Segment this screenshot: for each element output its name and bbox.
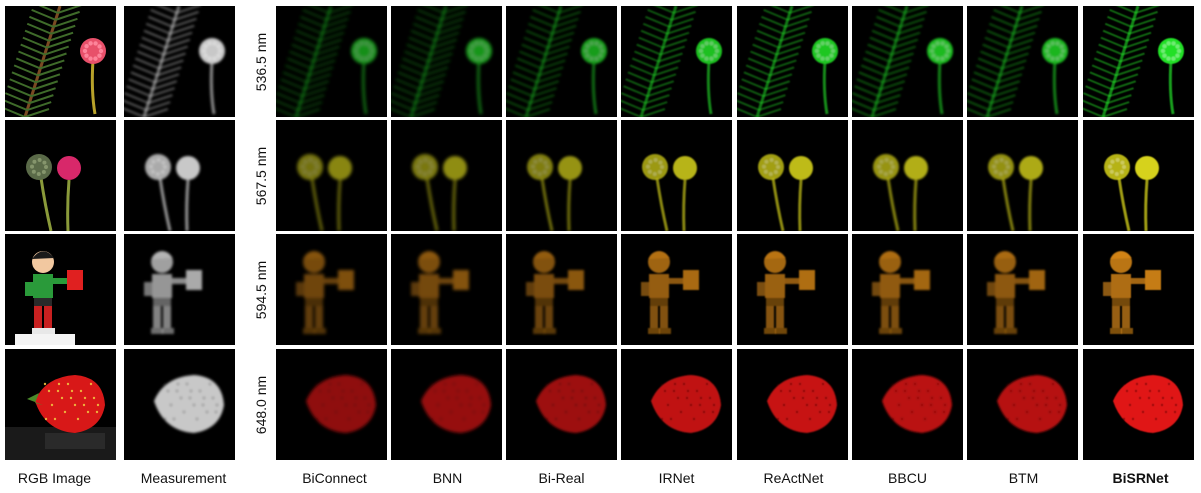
image-tile-pine-bnn — [391, 6, 502, 117]
image-tile-toy-bi-real — [506, 234, 617, 345]
image-tile-flowers-irnet — [621, 120, 732, 231]
image-tile-strawberry-biconnect — [276, 349, 387, 460]
image-tile-toy-measurement — [124, 234, 235, 345]
image-tile-flowers-measurement — [124, 120, 235, 231]
image-tile-toy-bnn — [391, 234, 502, 345]
image-tile-flowers-btm — [967, 120, 1078, 231]
image-tile-strawberry-irnet — [621, 349, 732, 460]
image-tile-toy-btm — [967, 234, 1078, 345]
image-tile-pine-bisrnet — [1083, 6, 1194, 117]
image-tile-flowers-biconnect — [276, 120, 387, 231]
wavelength-label-toy: 594.5 nm — [253, 260, 269, 319]
column-label-bisrnet: BiSRNet — [1112, 470, 1169, 486]
image-tile-pine-biconnect — [276, 6, 387, 117]
column-label-biconnect: BiConnect — [302, 470, 367, 486]
image-tile-pine-btm — [967, 6, 1078, 117]
image-tile-flowers-reactnet — [737, 120, 848, 231]
wavelength-label-pine: 536.5 nm — [253, 32, 269, 91]
image-tile-flowers-bbcu — [852, 120, 963, 231]
wavelength-label-flowers: 567.5 nm — [253, 146, 269, 205]
image-tile-pine-rgb-image — [5, 6, 116, 117]
image-tile-flowers-bi-real — [506, 120, 617, 231]
column-label-rgb-image: RGB Image — [17, 470, 92, 486]
image-tile-pine-irnet — [621, 6, 732, 117]
image-tile-strawberry-btm — [967, 349, 1078, 460]
image-tile-strawberry-reactnet — [737, 349, 848, 460]
image-tile-toy-irnet — [621, 234, 732, 345]
image-tile-pine-reactnet — [737, 6, 848, 117]
image-tile-toy-reactnet — [737, 234, 848, 345]
image-tile-flowers-bnn — [391, 120, 502, 231]
image-tile-pine-measurement — [124, 6, 235, 117]
image-tile-strawberry-bnn — [391, 349, 502, 460]
image-tile-toy-bisrnet — [1083, 234, 1194, 345]
column-label-reactnet: ReActNet — [763, 470, 824, 486]
column-label-irnet: IRNet — [658, 470, 695, 486]
image-tile-strawberry-bbcu — [852, 349, 963, 460]
image-tile-pine-bbcu — [852, 6, 963, 117]
image-tile-flowers-bisrnet — [1083, 120, 1194, 231]
wavelength-label-strawberry: 648.0 nm — [253, 375, 269, 434]
image-tile-toy-rgb-image — [5, 234, 116, 345]
column-label-bi-real: Bi-Real — [538, 470, 585, 486]
image-tile-strawberry-measurement — [124, 349, 235, 460]
image-tile-flowers-rgb-image — [5, 120, 116, 231]
column-label-bnn: BNN — [432, 470, 463, 486]
image-tile-pine-bi-real — [506, 6, 617, 117]
image-tile-toy-bbcu — [852, 234, 963, 345]
image-tile-strawberry-rgb-image — [5, 349, 116, 460]
image-tile-toy-biconnect — [276, 234, 387, 345]
column-label-measurement: Measurement — [140, 470, 227, 486]
image-tile-strawberry-bi-real — [506, 349, 617, 460]
column-label-bbcu: BBCU — [888, 470, 927, 486]
image-tile-strawberry-bisrnet — [1083, 349, 1194, 460]
column-label-btm: BTM — [1008, 470, 1039, 486]
